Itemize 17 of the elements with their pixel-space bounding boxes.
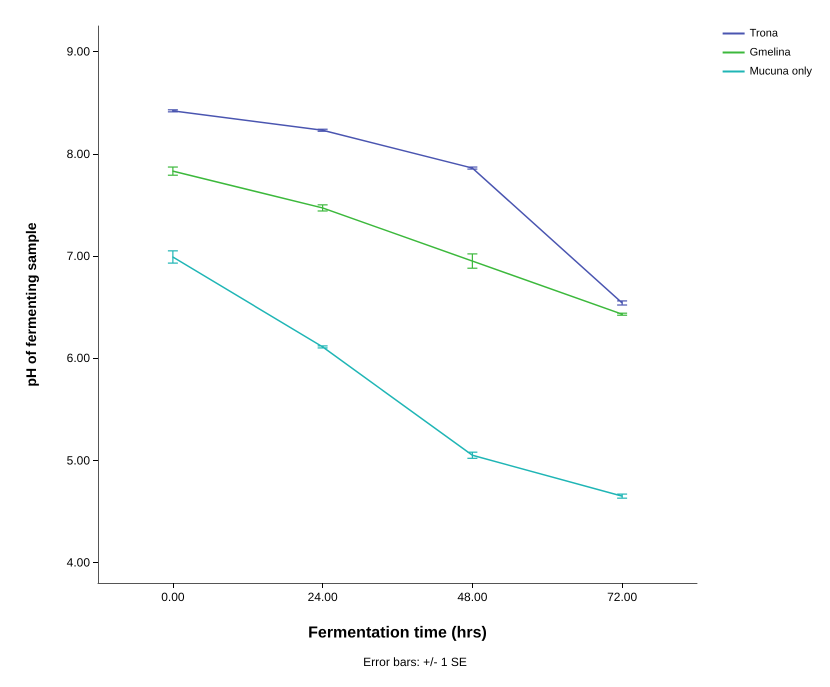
x-tick-label: 24.00 bbox=[308, 590, 338, 604]
y-tick-label: 5.00 bbox=[66, 453, 90, 468]
x-tick-label: 0.00 bbox=[161, 590, 185, 604]
legend-label: Mucuna only bbox=[750, 66, 812, 78]
y-tick-label: 4.00 bbox=[66, 556, 90, 570]
line-series bbox=[172, 170, 623, 315]
legend-label: Trona bbox=[750, 28, 779, 40]
text: Error bars: +/- 1 SE bbox=[363, 655, 467, 669]
y-tick-label: 8.00 bbox=[66, 146, 90, 161]
x-tick-label: 48.00 bbox=[457, 590, 488, 604]
x-axis-title: Fermentation time (hrs) bbox=[308, 624, 487, 642]
legend-label: Gmelina bbox=[750, 46, 792, 58]
x-tick-label: 72.00 bbox=[607, 590, 638, 604]
y-tick-label: 7.00 bbox=[66, 248, 90, 263]
y-axis-title: pH of fermenting sample bbox=[23, 222, 39, 387]
y-tick-label: 9.00 bbox=[66, 44, 90, 59]
y-tick-label: 6.00 bbox=[66, 351, 90, 366]
